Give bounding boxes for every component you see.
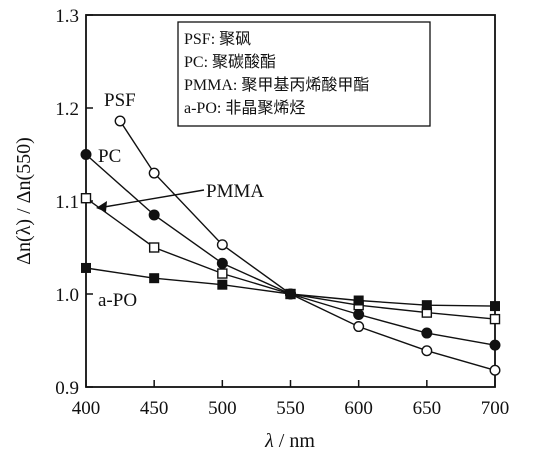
point-psf-450 (148, 167, 160, 179)
point-pmma-700 (489, 313, 501, 325)
point-psf-600 (353, 321, 365, 333)
legend-entry-apo: a-PO: 非晶聚烯烃 (184, 99, 305, 117)
series-label-psf: PSF (104, 90, 136, 111)
axis-ticks: 400 450 500 550 600 650 700 0.9 1.0 1.1 1.2 1.3 (55, 6, 509, 419)
series-label-apo: a-PO (98, 290, 137, 311)
x-axis-unit: / nm (274, 430, 316, 452)
point-apo-700 (490, 301, 500, 312)
point-psf-425 (114, 115, 126, 127)
legend-box (177, 21, 431, 127)
x-axis-title: λ / nm (264, 430, 315, 452)
point-apo-450 (149, 273, 160, 284)
series-line-psf (119, 120, 496, 371)
point-pc-450 (148, 209, 160, 221)
series-label-pmma: PMMA (206, 181, 264, 202)
series-markers (80, 115, 501, 376)
point-pc-700 (489, 339, 501, 351)
x-axis-symbol: λ (264, 430, 274, 452)
x-tick-label-600: 600 (344, 398, 373, 419)
series-line-pc (85, 153, 496, 346)
y-axis-title: Δn(λ) / Δn(550) (13, 137, 35, 265)
legend-entry-pc: PC: 聚碳酸酯 (184, 53, 276, 71)
point-pc-400 (80, 149, 92, 160)
y-tick-label-0: 0.9 (55, 378, 79, 399)
x-tick-label-650: 650 (413, 398, 442, 419)
y-tick-label-1: 1.0 (55, 285, 79, 306)
x-tick-label-500: 500 (208, 398, 237, 419)
series-lines (85, 120, 496, 371)
y-tick-label-4: 1.3 (55, 6, 79, 27)
point-pc-600 (353, 308, 365, 320)
point-pc-650 (421, 327, 433, 339)
series-line-apo (85, 267, 496, 307)
x-tick-label-550: 550 (276, 398, 305, 419)
x-tick-label-400: 400 (72, 398, 101, 419)
x-tick-label-700: 700 (481, 398, 510, 419)
point-apo-600 (353, 295, 364, 306)
point-pmma-450 (148, 242, 160, 253)
legend-entry-pmma: PMMA: 聚甲基丙烯酸甲酯 (184, 76, 369, 94)
series-label-pc: PC (98, 146, 121, 167)
point-apo-650 (421, 300, 432, 311)
point-psf-650 (421, 345, 433, 357)
point-pmma-500 (217, 268, 228, 279)
legend-entry-psf: PSF: 聚砜 (184, 31, 251, 48)
pmma-annotation-arrow (103, 189, 205, 208)
point-apo-500 (217, 279, 228, 290)
y-tick-label-2: 1.1 (55, 192, 79, 213)
point-pc-500 (216, 257, 228, 269)
point-apo-550 (285, 289, 296, 299)
pmma-arrowhead (96, 201, 107, 212)
series-line-pmma (85, 197, 496, 320)
point-psf-700 (489, 364, 501, 376)
x-tick-label-450: 450 (140, 398, 169, 419)
point-apo-400 (81, 262, 91, 273)
y-tick-label-3: 1.2 (55, 99, 79, 120)
point-pmma-400 (80, 193, 92, 204)
point-psf-500 (216, 239, 228, 251)
